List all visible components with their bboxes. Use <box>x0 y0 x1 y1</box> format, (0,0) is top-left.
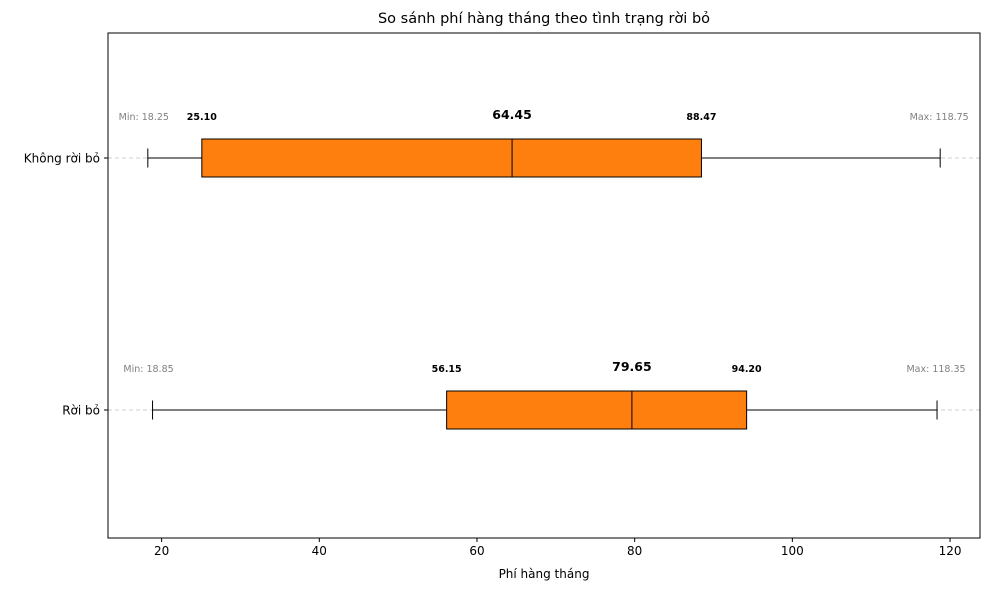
x-tick-label: 120 <box>939 544 962 558</box>
max-label: Max: 118.75 <box>910 112 969 123</box>
plot-frame <box>107 32 981 539</box>
median-label: 64.45 <box>492 107 532 122</box>
max-label: Max: 118.35 <box>906 364 965 375</box>
q3-label: 88.47 <box>686 112 716 123</box>
x-tick-label: 20 <box>154 544 169 558</box>
x-tick-label: 80 <box>627 544 642 558</box>
x-tick-label: 60 <box>469 544 484 558</box>
min-label: Min: 18.85 <box>123 364 173 375</box>
x-tick-label: 40 <box>312 544 327 558</box>
x-tick-label: 100 <box>781 544 804 558</box>
box-iqr <box>446 390 748 430</box>
y-tick-label: Rời bỏ <box>62 404 100 418</box>
chart-title: So sánh phí hàng tháng theo tình trạng r… <box>378 11 710 27</box>
plot-area: Min: 18.25 25.10 64.45 88.47 Max: 118.75 Khôn… <box>24 32 981 558</box>
median-label: 79.65 <box>612 359 652 374</box>
x-axis-label: Phí hàng tháng <box>499 567 590 581</box>
box-iqr <box>201 138 702 178</box>
q1-label: 56.15 <box>432 364 462 375</box>
y-tick-label: Không rời bỏ <box>24 152 100 166</box>
min-label: Min: 18.25 <box>119 112 169 123</box>
q1-label: 25.10 <box>187 112 217 123</box>
q3-label: 94.20 <box>732 364 762 375</box>
